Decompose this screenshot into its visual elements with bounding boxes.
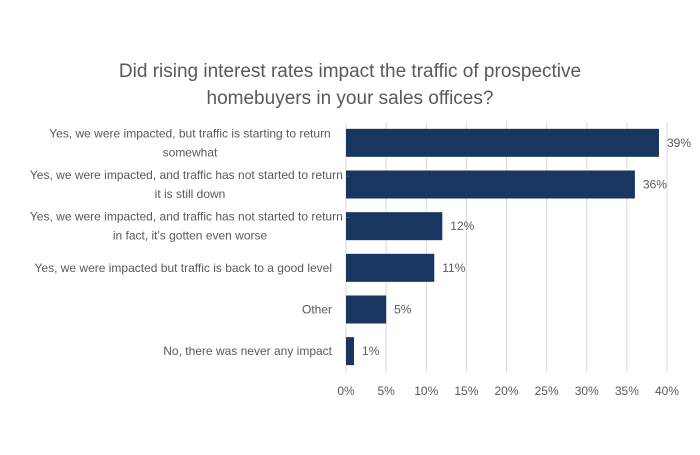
bar — [346, 212, 443, 241]
data-label: 39% — [667, 136, 691, 150]
chart-title-line: Did rising interest rates impact the tra… — [119, 61, 581, 82]
bar — [346, 295, 387, 324]
x-tick-label: 30% — [575, 384, 599, 398]
category-label: Yes, we were impacted but traffic is bac… — [35, 261, 333, 275]
category-label: somewhat — [163, 145, 218, 159]
data-label: 5% — [394, 303, 412, 317]
category-label: Other — [302, 303, 332, 317]
x-tick-label: 25% — [535, 384, 559, 398]
category-label: Yes, we were impacted, but traffic is st… — [49, 126, 330, 140]
category-label: in fact, it's gotten even worse — [113, 229, 268, 243]
x-tick-label: 20% — [494, 384, 518, 398]
data-label: 36% — [643, 178, 667, 192]
data-label: 12% — [450, 219, 474, 233]
x-tick-label: 5% — [377, 384, 395, 398]
x-tick-label: 40% — [655, 384, 679, 398]
bar — [346, 170, 635, 199]
x-tick-label: 15% — [454, 384, 478, 398]
category-label: Yes, we were impacted, and traffic has n… — [30, 210, 350, 224]
category-label: Yes, we were impacted, and traffic has n… — [30, 168, 350, 182]
x-tick-label: 35% — [615, 384, 639, 398]
bar — [346, 128, 659, 157]
x-tick-label: 0% — [337, 384, 355, 398]
category-label: it is still down — [155, 187, 226, 201]
bar — [346, 337, 355, 366]
data-label: 1% — [362, 344, 380, 358]
data-label: 11% — [442, 261, 465, 275]
category-label: No, there was never any impact — [163, 344, 332, 358]
chart-title-line: homebuyers in your sales offices? — [207, 88, 494, 109]
bar — [346, 253, 435, 282]
x-tick-label: 10% — [414, 384, 438, 398]
